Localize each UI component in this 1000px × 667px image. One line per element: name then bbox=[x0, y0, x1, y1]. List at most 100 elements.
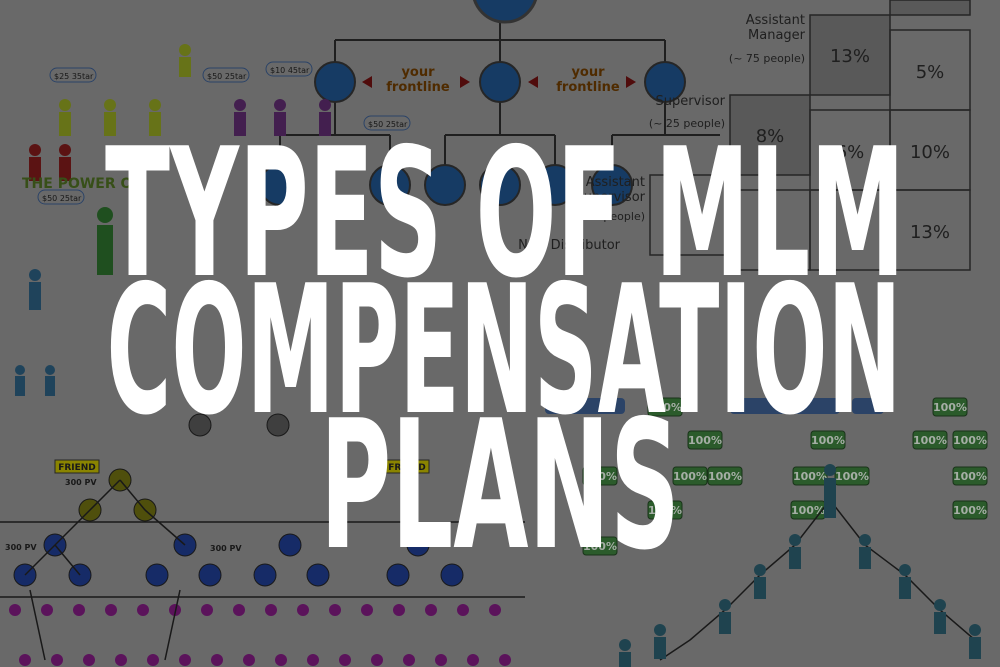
badge bbox=[647, 500, 683, 520]
tree-node bbox=[386, 563, 410, 587]
tree-node bbox=[198, 563, 222, 587]
badge bbox=[810, 430, 846, 450]
badge-label: 100% bbox=[953, 434, 987, 447]
badge bbox=[932, 397, 968, 417]
tree-node bbox=[253, 563, 277, 587]
leaf-node bbox=[425, 604, 437, 616]
badge-label: 100% bbox=[688, 434, 722, 447]
leaf-node bbox=[275, 654, 287, 666]
leaf-node bbox=[361, 604, 373, 616]
matrix-role: New Distributor bbox=[518, 238, 620, 253]
leaf-node bbox=[201, 604, 213, 616]
leaf-node bbox=[179, 654, 191, 666]
matrix-cell: 10% bbox=[910, 142, 950, 163]
badge bbox=[687, 430, 723, 450]
badge-label: 100% bbox=[793, 470, 827, 483]
badge bbox=[672, 466, 708, 486]
tree-node bbox=[278, 533, 302, 557]
pv-label: 300 PV bbox=[210, 544, 242, 553]
connectors bbox=[279, 10, 720, 165]
leaf-node bbox=[489, 604, 501, 616]
badge bbox=[952, 500, 988, 520]
tree-node bbox=[266, 413, 290, 437]
badge-label: 100% bbox=[953, 504, 987, 517]
leaf-node bbox=[435, 654, 447, 666]
badge-label: 100% bbox=[648, 504, 682, 517]
badge bbox=[952, 466, 988, 486]
leaf-node bbox=[393, 604, 405, 616]
tree-node bbox=[306, 563, 330, 587]
tree-node bbox=[440, 563, 464, 587]
headline-line: PLANS bbox=[320, 382, 680, 589]
frontline-label: your frontline bbox=[386, 65, 450, 95]
leaf-node bbox=[9, 604, 21, 616]
star-tag-label: $50 25tar bbox=[207, 72, 247, 81]
leaf-node bbox=[297, 604, 309, 616]
matrix-cell: 13% bbox=[910, 222, 950, 243]
matrix-role: Assistant Supervisor bbox=[576, 175, 646, 205]
matrix-role: Assistant Manager bbox=[746, 13, 806, 43]
badge-label: 100% bbox=[583, 470, 617, 483]
star-tag bbox=[363, 115, 411, 131]
leaf-node bbox=[83, 654, 95, 666]
badge bbox=[952, 430, 988, 450]
leaf-node bbox=[51, 654, 63, 666]
frontline-label: your frontline bbox=[556, 65, 620, 95]
network-people bbox=[619, 464, 981, 667]
leaf-node bbox=[371, 654, 383, 666]
matrix-role: (~ 75 people) bbox=[729, 52, 805, 65]
matrix-cell: 13% bbox=[830, 46, 870, 67]
star-tag-label: $10 45tar bbox=[270, 66, 310, 75]
matrix-cell: 8% bbox=[756, 126, 785, 147]
star-tag bbox=[49, 67, 97, 83]
star-tag-label: $25 35tar bbox=[54, 72, 94, 81]
matrix-cell: 6% bbox=[836, 142, 865, 163]
badge-label: 100% bbox=[835, 470, 869, 483]
leaf-node bbox=[147, 654, 159, 666]
badge-label: 100% bbox=[811, 434, 845, 447]
banner-bars bbox=[545, 398, 884, 414]
badge bbox=[582, 536, 618, 556]
friend-tag bbox=[384, 459, 430, 474]
root-node bbox=[473, 0, 537, 24]
badge-label: 100% bbox=[708, 470, 742, 483]
star-tag bbox=[37, 189, 85, 205]
headline-line: TYPES OF MLM bbox=[105, 110, 905, 317]
leaf-node bbox=[137, 604, 149, 616]
leaf-node bbox=[265, 604, 277, 616]
matrix-cell: 5% bbox=[916, 62, 945, 83]
leaf-node bbox=[307, 654, 319, 666]
pv-label: 300 PV bbox=[5, 543, 37, 552]
leaf-node bbox=[467, 654, 479, 666]
leaf-node bbox=[499, 654, 511, 666]
leaf-node bbox=[329, 604, 341, 616]
pv-label: 300 PV bbox=[65, 478, 97, 487]
matrix-role: (~ 5 people) bbox=[576, 210, 645, 223]
tree-lines bbox=[0, 479, 976, 661]
power-title: THE POWER OF bbox=[22, 176, 142, 192]
leaf-node bbox=[457, 604, 469, 616]
leaf-node bbox=[73, 604, 85, 616]
badge bbox=[707, 466, 743, 486]
badge bbox=[792, 466, 828, 486]
badge-label: 100% bbox=[913, 434, 947, 447]
leaf-node bbox=[115, 654, 127, 666]
badge-label: 100% bbox=[791, 504, 825, 517]
leaf-node bbox=[41, 604, 53, 616]
badge bbox=[582, 466, 618, 486]
friend-tag bbox=[54, 459, 100, 474]
tree-node bbox=[188, 413, 212, 437]
star-tag bbox=[265, 61, 313, 77]
tree-node bbox=[406, 533, 430, 557]
leaf-node bbox=[243, 654, 255, 666]
matrix-role: Supervisor bbox=[656, 94, 726, 109]
arrows bbox=[362, 76, 636, 88]
badge bbox=[834, 466, 870, 486]
badge bbox=[912, 430, 948, 450]
badge-label: 100% bbox=[673, 470, 707, 483]
friend-label: FRIEND bbox=[388, 463, 426, 473]
badge-label: 100% bbox=[933, 401, 967, 414]
